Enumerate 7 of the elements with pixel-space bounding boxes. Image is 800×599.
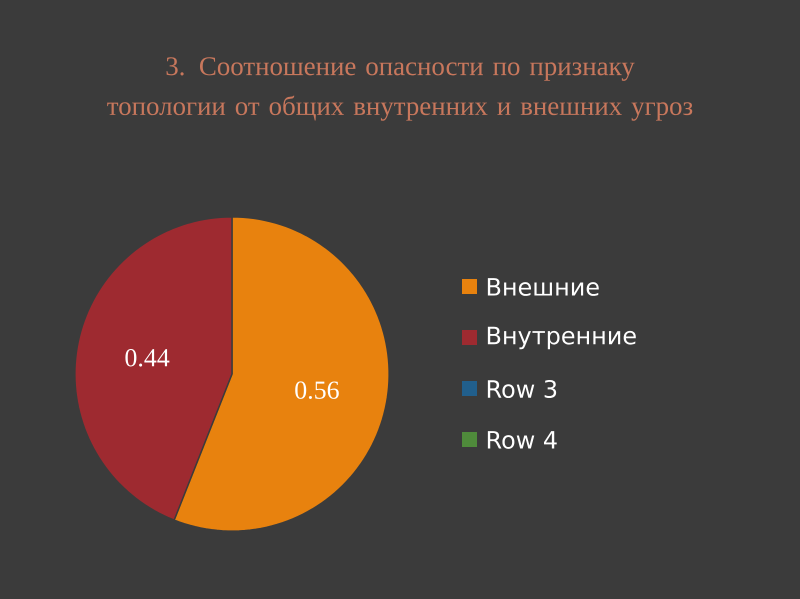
chart-title: 3. Соотношение опасности по признаку топологии от общих внутренних и внешних угроз <box>107 57 692 121</box>
legend-label: Внешние <box>488 278 599 296</box>
legend-label: Row 4 <box>488 431 557 449</box>
legend-label: Внутренние <box>488 326 636 350</box>
data-label: 0.44 <box>125 348 170 367</box>
legend-label: Row 3 <box>488 380 556 398</box>
data-label: 0.56 <box>295 381 339 399</box>
